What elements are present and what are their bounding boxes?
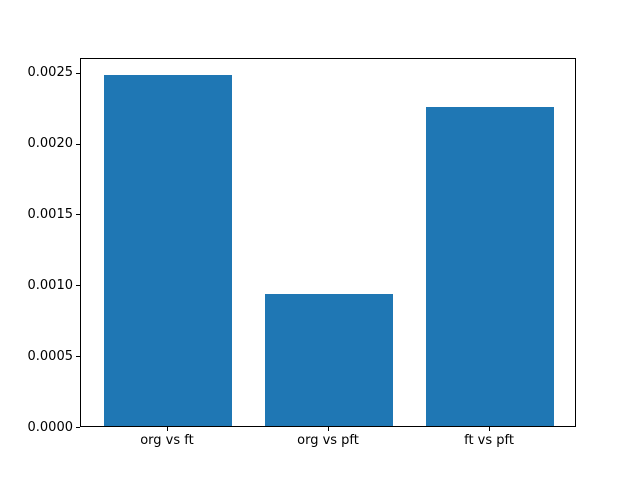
bar-org-vs-pft (264, 294, 394, 426)
y-tick-label: 0.0015 (27, 206, 74, 222)
plot-area (80, 58, 576, 427)
x-tick-mark (328, 427, 329, 431)
y-tick-label: 0.0010 (27, 277, 74, 293)
x-tick-mark (489, 427, 491, 431)
y-tick-label: 0.0005 (27, 348, 74, 364)
y-tick-mark (76, 214, 80, 216)
x-tick-mark (166, 427, 168, 431)
y-tick-mark (76, 72, 80, 74)
bar-org-vs-ft (103, 74, 233, 426)
x-tick-label: ft vs pft (464, 433, 514, 448)
y-tick-label: 0.0025 (27, 65, 74, 81)
x-tick-label: org vs ft (140, 433, 194, 448)
y-tick-mark (76, 143, 80, 145)
x-tick-label: org vs pft (297, 433, 359, 448)
y-tick-mark (76, 285, 80, 287)
y-tick-mark (76, 356, 80, 358)
y-tick-label: 0.0020 (27, 136, 74, 152)
y-tick-label: 0.0000 (27, 419, 74, 435)
y-tick-mark (76, 427, 80, 428)
bar-ft-vs-pft (425, 107, 555, 426)
